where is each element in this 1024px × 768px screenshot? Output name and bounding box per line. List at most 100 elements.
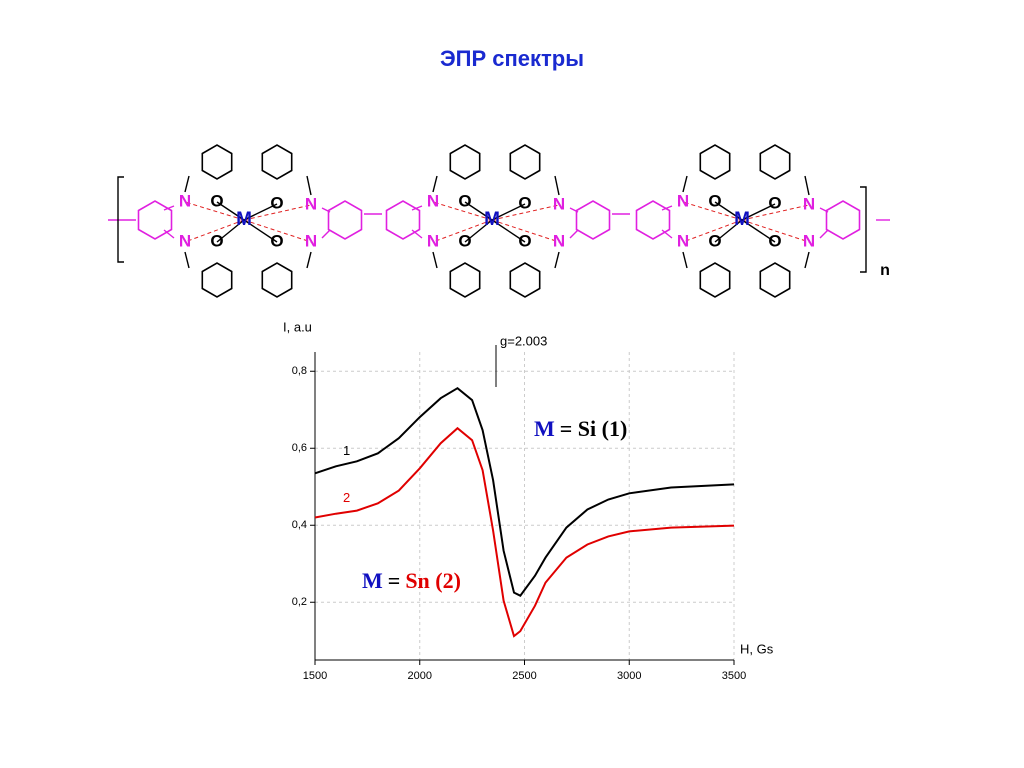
bond (243, 204, 312, 221)
g-marker-label: g=2.003 (500, 333, 547, 348)
atom-label: O (518, 193, 531, 212)
atom-label: O (210, 231, 223, 250)
x-tick-label: 2500 (512, 670, 536, 682)
atom-label: O (210, 191, 223, 210)
x-tick-label: 3000 (617, 670, 641, 682)
annotation: M = Sn (2) (362, 568, 461, 593)
annotation-part: M (362, 568, 383, 593)
bond (741, 204, 810, 221)
bond (569, 229, 579, 239)
atom-label: O (518, 231, 531, 250)
annotation-part: = (388, 568, 401, 593)
bond (491, 219, 560, 243)
atom-label: N (803, 231, 815, 250)
bond (184, 175, 190, 193)
bond (714, 201, 743, 221)
ring (509, 144, 541, 180)
annotation-part: = Si (1) (560, 416, 628, 441)
ring (509, 262, 541, 298)
series-line (314, 386, 735, 597)
bond (216, 201, 245, 221)
y-axis-label: I, a.u (283, 319, 312, 334)
bond (741, 219, 776, 243)
series-label: 2 (343, 490, 350, 505)
bond (464, 219, 493, 243)
ring (449, 262, 481, 298)
bond (682, 251, 688, 269)
bracket (860, 186, 867, 273)
atom-label: O (458, 231, 471, 250)
bond (432, 251, 438, 269)
bond (306, 251, 312, 269)
atom-label: N (179, 231, 191, 250)
bond (432, 201, 493, 221)
atom-label: N (179, 191, 191, 210)
y-tick-label: 0,6 (292, 442, 307, 454)
bond (819, 207, 829, 213)
bond (661, 229, 673, 239)
atom-label: O (768, 193, 781, 212)
bond (184, 219, 245, 243)
atom-label: N (553, 194, 565, 213)
bond (306, 175, 312, 196)
bond (184, 201, 245, 221)
bond (569, 207, 579, 213)
bond (682, 201, 743, 221)
ring (201, 262, 233, 298)
ring (699, 262, 731, 298)
annotation: M = Si (1) (534, 416, 627, 441)
bond (243, 203, 278, 221)
slide-title: ЭПР спектры (440, 46, 584, 71)
series-label: 1 (343, 443, 350, 458)
atom-label: O (270, 193, 283, 212)
bond (819, 229, 829, 239)
x-tick-label: 2000 (408, 670, 432, 682)
bond (321, 207, 331, 213)
x-axis-label: H, Gs (740, 641, 774, 656)
bond (163, 229, 175, 239)
atom-label: N (305, 194, 317, 213)
bond (491, 203, 526, 221)
atom-label: O (270, 231, 283, 250)
ring (385, 200, 421, 240)
bond (491, 204, 560, 221)
series-line (314, 426, 735, 638)
atom-label: M (484, 209, 500, 230)
annotation-part: Sn (2) (405, 568, 461, 593)
bond (741, 203, 776, 221)
bond (411, 229, 423, 239)
ring (575, 200, 611, 240)
bond (661, 205, 673, 211)
x-tick-label: 3500 (722, 670, 746, 682)
bond (321, 229, 331, 239)
bond (554, 175, 560, 196)
ring (825, 200, 861, 240)
y-tick-label: 0,8 (292, 365, 307, 377)
bond (243, 219, 312, 243)
bond (554, 251, 560, 269)
atom-label: N (427, 231, 439, 250)
atom-label: N (677, 231, 689, 250)
atom-label: n (880, 262, 890, 279)
bond (491, 219, 526, 243)
ring (759, 262, 791, 298)
bond (464, 201, 493, 221)
atom-label: N (803, 194, 815, 213)
bond (432, 175, 438, 193)
ring (137, 200, 173, 240)
bracket (117, 176, 124, 263)
ring (699, 144, 731, 180)
ring (635, 200, 671, 240)
bond (682, 175, 688, 193)
y-tick-label: 0,2 (292, 596, 307, 608)
y-tick-label: 0,4 (292, 519, 307, 531)
bond (804, 175, 810, 196)
atom-label: O (708, 231, 721, 250)
ring (449, 144, 481, 180)
bond (741, 219, 810, 243)
atom-label: N (553, 231, 565, 250)
atom-label: O (458, 191, 471, 210)
